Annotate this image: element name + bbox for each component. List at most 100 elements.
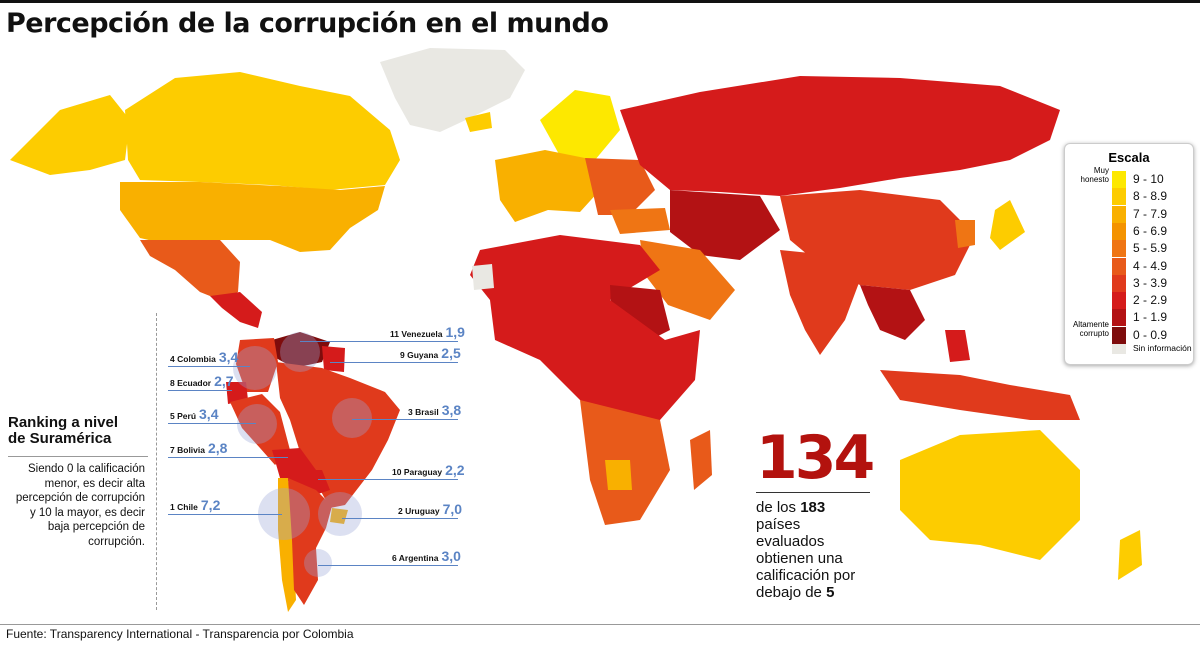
ranking-description: Siendo 0 la calificación menor, es decir… [8,456,148,549]
region-madagascar [690,430,712,490]
label-argentina: 6 Argentina 3,0 [392,548,461,564]
highlight-circle-peru [237,404,277,444]
label-peru: 5 Perú 3,4 [170,406,219,422]
region-mexico [140,240,240,300]
legend-low-label: Altamente corrupto [1072,320,1109,338]
region-europe-west [495,150,600,222]
region-central-america [210,292,262,328]
region-russia [620,76,1060,196]
legend-label: 0 - 0.9 [1133,327,1168,342]
legend-swatch [1112,205,1126,223]
highlight-circle-uruguay [318,492,362,536]
region-europe-east [585,158,655,215]
region-greenland [380,48,525,132]
region-guyana [322,346,345,372]
label-colombia: 4 Colombia 3,4 [170,349,239,365]
legend-label: 4 - 4.9 [1133,258,1168,273]
leader-chile [168,514,282,515]
label-guyana: 9 Guyana 2,5 [400,345,461,361]
footer: Fuente: Transparency International - Tra… [0,624,1200,645]
legend-label: 6 - 6.9 [1133,223,1168,238]
region-alaska [10,95,130,175]
highlight-divider [756,492,870,493]
region-brazil [276,362,400,508]
world-map [10,48,1142,612]
legend-label: 7 - 7.9 [1133,206,1168,221]
region-botswana [605,460,632,490]
region-india [780,250,860,355]
map-legend: Escala Muy honesto Altamente corrupto Si… [1064,143,1194,365]
legend-label: 1 - 1.9 [1133,310,1168,325]
region-arabia [640,240,735,320]
region-western-sahara [472,264,494,290]
label-paraguay: 10 Paraguay 2,2 [392,462,465,478]
region-se-asia [860,285,925,340]
source-text: Fuente: Transparency International - Tra… [6,627,354,641]
leader-ecuador [168,390,232,391]
legend-swatch [1112,188,1126,206]
legend-swatch [1112,257,1126,275]
label-brasil: 3 Brasil 3,8 [408,402,462,418]
legend-swatch [1112,309,1126,327]
label-chile: 1 Chile 7,2 [170,497,221,513]
region-central-asia [670,190,780,260]
region-philippines [945,330,970,362]
region-canada [125,72,400,190]
leader-brasil [352,419,458,420]
ranking-panel [156,313,459,610]
legend-label: 5 - 5.9 [1133,241,1168,256]
region-central-africa [490,300,700,420]
region-uruguay [330,508,348,524]
leader-paraguay [318,479,458,480]
region-chile [278,478,296,612]
region-argentina [288,478,332,605]
region-usa [120,182,385,252]
legend-swatch [1112,222,1126,240]
highlight-circle-argentina [304,549,332,577]
legend-high-label: Muy honesto [1080,166,1109,184]
label-ecuador: 8 Ecuador 2,7 [170,373,234,389]
region-peru [230,394,290,465]
leader-colombia [168,366,250,367]
leader-guyana [330,362,458,363]
legend-title: Escala [1108,150,1150,165]
ranking-title: Ranking a nivel de Suramérica [8,414,119,447]
leader-argentina [318,565,458,566]
legend-label: 3 - 3.9 [1133,275,1168,290]
legend-swatch [1112,292,1126,310]
label-bolivia: 7 Bolivia 2,8 [170,440,228,456]
leader-bolivia [168,457,288,458]
region-europe-nordic [540,90,620,160]
legend-label: 9 - 10 [1133,172,1164,186]
legend-swatch [1112,240,1126,258]
label-uruguay: 2 Uruguay 7,0 [398,501,463,517]
highlight-circle-brasil [332,398,372,438]
region-korea [955,220,975,248]
region-australia [900,430,1080,560]
label-venezuela: 11 Venezuela 1,9 [390,324,465,340]
highlight-text: de los 183 países evaluados obtienen una… [756,499,856,601]
highlight-circle-chile [258,488,310,540]
region-iceland-uk [465,112,492,132]
legend-swatch [1112,274,1126,292]
region-colombia [236,338,278,392]
highlight-circle-colombia [233,346,277,390]
legend-no-data-swatch [1112,342,1126,354]
region-turkey [610,208,670,234]
top-rule [0,0,1200,3]
page-title: Percepción de la corrupción en el mundo [6,8,609,39]
leader-peru [168,423,256,424]
legend-swatch [1112,326,1126,344]
legend-no-data-label: Sin información [1133,343,1192,353]
region-japan [990,200,1025,250]
legend-label: 2 - 2.9 [1133,293,1168,308]
region-indonesia [880,370,1080,420]
region-new-zealand [1118,530,1142,580]
highlight-number: 134 [756,423,875,493]
highlight-circle-venezuela [280,332,320,372]
region-ecuador [226,382,248,404]
leader-uruguay [342,518,458,519]
legend-label: 8 - 8.9 [1133,189,1168,204]
legend-swatch [1112,171,1126,188]
leader-venezuela [300,341,458,342]
